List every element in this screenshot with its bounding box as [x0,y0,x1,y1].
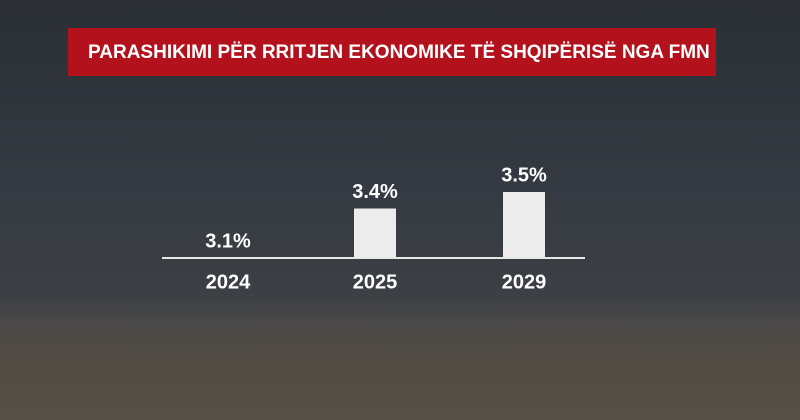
x-tick-label: 2024 [206,271,251,293]
bar [354,208,396,258]
bar [503,192,545,258]
chart-title: PARASHIKIMI PËR RRITJEN EKONOMIKE TË SHQ… [88,42,710,63]
title-box [68,28,716,76]
x-tick-label: 2029 [502,271,547,293]
value-label: 3.5% [501,164,547,186]
x-tick-label: 2025 [353,271,398,293]
value-label: 3.1% [205,230,251,252]
value-label: 3.4% [352,181,398,203]
city-backdrop [0,330,800,420]
